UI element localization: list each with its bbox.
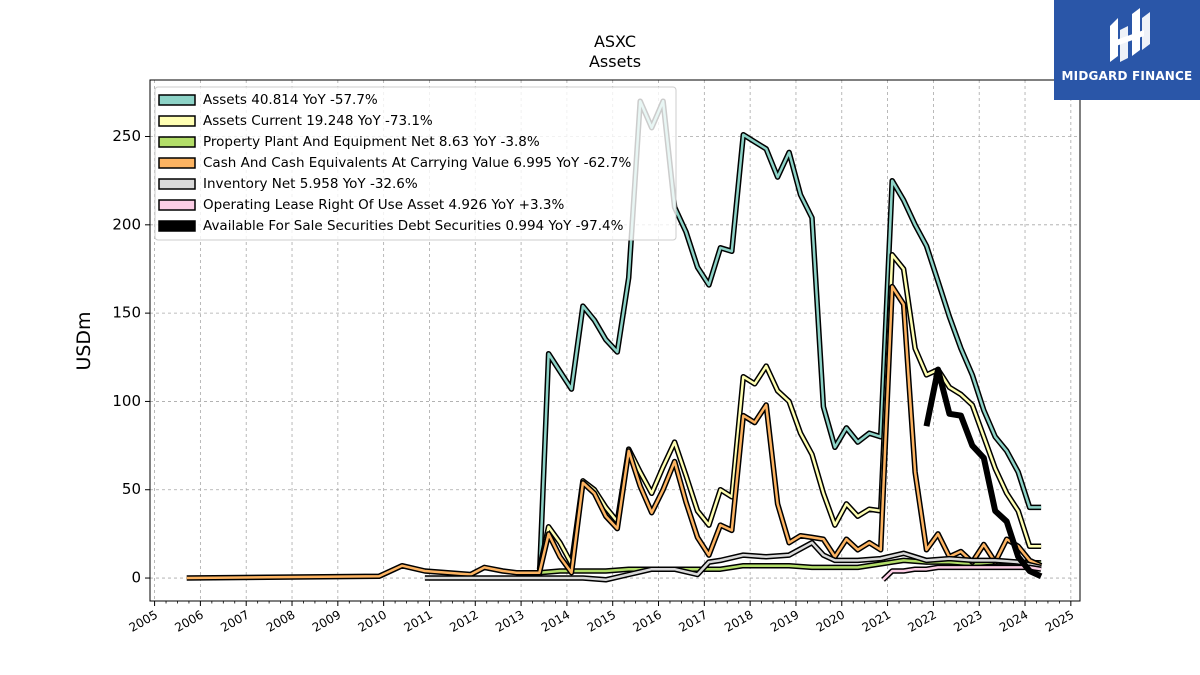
- series-6: [881, 564, 1042, 582]
- legend-label: Operating Lease Right Of Use Asset 4.926…: [203, 197, 564, 213]
- x-tick-label: 2018: [722, 607, 755, 634]
- chart-subtitle: Assets: [589, 52, 641, 71]
- y-tick-label: 150: [112, 304, 141, 322]
- legend-entry: Operating Lease Right Of Use Asset 4.926…: [158, 197, 564, 213]
- legend-entry: Property Plant And Equipment Net 8.63 Yo…: [158, 134, 540, 150]
- x-tick-label: 2005: [127, 607, 160, 634]
- y-axis-label: USDm: [73, 311, 95, 370]
- series-layer: [186, 98, 1043, 583]
- y-tick-label: 50: [122, 480, 141, 498]
- x-tick-label: 2022: [905, 607, 938, 634]
- x-tick-label: 2007: [218, 607, 251, 634]
- x-tick-label: 2025: [1043, 607, 1076, 634]
- x-tick-label: 2014: [539, 607, 572, 634]
- x-tick-label: 2017: [676, 607, 709, 634]
- brand-mark-icon: [1110, 8, 1150, 62]
- legend-entry: Assets 40.814 YoY -57.7%: [158, 92, 378, 108]
- series-1: [536, 98, 1042, 579]
- x-tick-label: 2010: [356, 607, 389, 634]
- x-tick-label: 2008: [264, 607, 297, 634]
- series-5: [424, 539, 1042, 583]
- x-tick-label: 2013: [493, 607, 526, 634]
- legend-entry: Assets Current 19.248 YoY -73.1%: [158, 113, 433, 129]
- x-tick-label: 2011: [402, 607, 435, 634]
- plot-frame: [149, 79, 1081, 602]
- legend: Assets 40.814 YoY -57.7% Assets Current 1…: [154, 86, 677, 241]
- brand-name: MIDGARD FINANCE: [1061, 69, 1193, 83]
- legend-label: Available For Sale Securities Debt Secur…: [203, 218, 624, 234]
- series-7: [923, 366, 1043, 580]
- legend-label: Assets 40.814 YoY -57.7%: [203, 92, 378, 108]
- legend-entry: Available For Sale Securities Debt Secur…: [158, 218, 624, 234]
- series-line: [539, 559, 1042, 574]
- series-3: [539, 557, 1042, 576]
- x-tick-label: 2021: [860, 607, 893, 634]
- legend-swatch: [158, 199, 196, 211]
- x-axis: 2005 2006 2007 2008 2009 2010 2011 2012 2013 2014…: [127, 601, 1076, 635]
- chart-title: ASXC: [594, 32, 636, 51]
- y-tick-label: 250: [112, 127, 141, 145]
- legend-swatch: [158, 220, 196, 232]
- legend-label: Assets Current 19.248 YoY -73.1%: [203, 113, 433, 129]
- x-tick-label: 2015: [585, 607, 618, 634]
- legend-swatch: [158, 94, 196, 106]
- legend-box: [154, 86, 677, 241]
- legend-swatch: [158, 157, 196, 169]
- legend-swatch: [158, 136, 196, 148]
- legend-entry: Cash And Cash Equivalents At Carrying Va…: [158, 155, 631, 171]
- legend-label: Property Plant And Equipment Net 8.63 Yo…: [203, 134, 540, 150]
- y-axis: 0 50 100 150 200 250: [112, 127, 150, 587]
- y-tick-label: 0: [131, 569, 141, 587]
- legend-entry: Inventory Net 5.958 YoY -32.6%: [158, 176, 418, 192]
- series-line: [923, 366, 1043, 580]
- x-tick-label: 2020: [814, 607, 847, 634]
- x-tick-label: 2012: [447, 607, 480, 634]
- x-tick-label: 2016: [631, 607, 664, 634]
- series-line: [424, 541, 1042, 582]
- legend-swatch: [158, 178, 196, 190]
- legend-label: Cash And Cash Equivalents At Carrying Va…: [203, 155, 631, 171]
- y-tick-label: 200: [112, 215, 141, 233]
- x-tick-label: 2019: [768, 607, 801, 634]
- series-4: [186, 283, 1043, 581]
- x-tick-label: 2024: [997, 607, 1030, 634]
- legend-swatch: [158, 115, 196, 127]
- brand-logo: MIDGARD FINANCE: [1054, 0, 1200, 100]
- x-tick-label: 2009: [310, 607, 343, 634]
- x-tick-label: 2006: [172, 607, 205, 634]
- series-line: [186, 285, 1042, 580]
- series-line: [538, 99, 1042, 579]
- y-tick-label: 100: [112, 392, 141, 410]
- x-tick-label: 2023: [951, 607, 984, 634]
- series-line: [882, 566, 1042, 581]
- legend-label: Inventory Net 5.958 YoY -32.6%: [203, 176, 418, 192]
